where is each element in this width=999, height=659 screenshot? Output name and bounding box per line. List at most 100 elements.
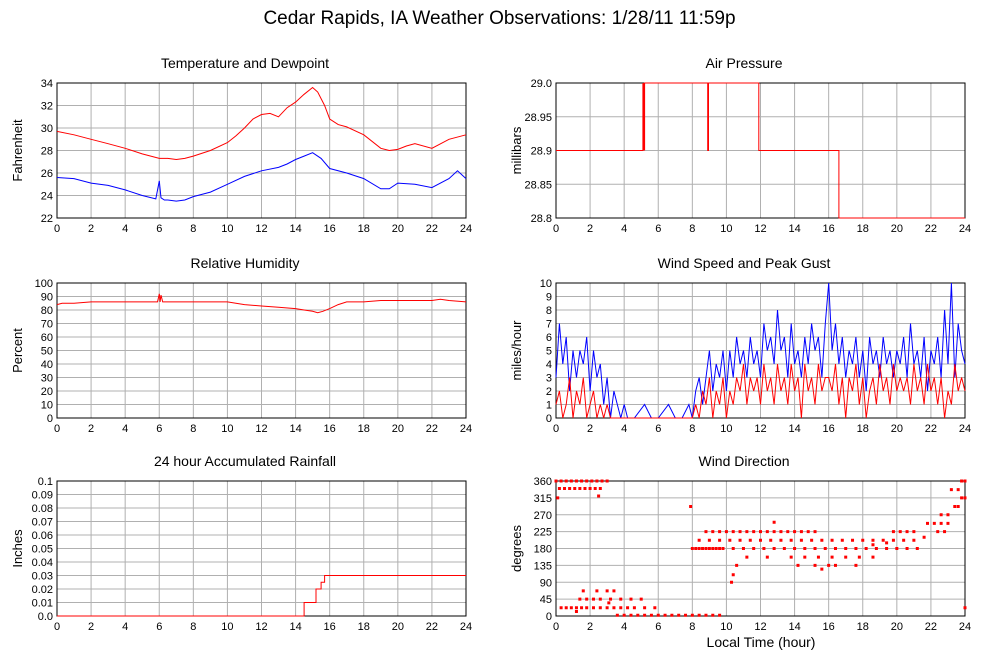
- x-tick-label: 16: [324, 621, 336, 633]
- data-point: [956, 488, 960, 492]
- data-point: [718, 530, 722, 534]
- plot-frame: [555, 282, 966, 419]
- data-point: [721, 547, 725, 550]
- x-tick-label: 16: [823, 223, 835, 235]
- y-tick-label: 90: [540, 577, 552, 589]
- data-point: [598, 597, 602, 601]
- y-axis-label: Fahrenheit: [10, 119, 25, 182]
- data-point: [731, 547, 735, 550]
- data-point: [598, 487, 602, 490]
- series-line: [56, 293, 467, 314]
- x-tick-label: 20: [891, 621, 903, 633]
- y-tick-label: 0.03: [32, 571, 53, 583]
- data-point: [752, 530, 756, 534]
- data-point: [697, 613, 701, 617]
- data-point: [636, 613, 640, 617]
- temperature-panel: Temperature and Dewpoint 0 2 4 6 8 10 12 14 16 18…: [0, 55, 490, 245]
- y-tick-label: 60: [41, 332, 53, 344]
- x-tick-label: 16: [823, 423, 835, 435]
- y-tick-label: 45: [540, 594, 552, 606]
- data-point: [643, 606, 647, 610]
- data-point: [960, 479, 964, 483]
- data-point: [793, 547, 797, 550]
- y-tick-label: 315: [534, 493, 552, 505]
- data-point: [581, 589, 585, 593]
- series-line: [56, 86, 467, 161]
- data-point: [946, 521, 950, 525]
- y-tick-label: 3: [546, 373, 552, 385]
- y-tick-label: 0.05: [32, 544, 53, 556]
- x-tick-label: 0: [54, 621, 60, 633]
- y-tick-label: 1: [546, 400, 552, 412]
- x-tick-label: 18: [857, 223, 869, 235]
- x-tick-label: 4: [621, 423, 627, 435]
- y-tick-label: 0.1: [38, 476, 53, 488]
- data-point: [619, 606, 623, 610]
- x-tick-label: 22: [426, 621, 438, 633]
- x-tick-label: 14: [289, 223, 301, 235]
- data-point: [670, 613, 674, 617]
- x-tick-label: 20: [891, 223, 903, 235]
- data-point: [663, 613, 667, 617]
- data-point: [711, 530, 715, 534]
- data-point: [556, 496, 560, 500]
- y-tick-label: 50: [41, 346, 53, 358]
- x-tick-label: 0: [553, 423, 559, 435]
- data-point: [765, 530, 769, 534]
- x-tick-label: 22: [426, 423, 438, 435]
- x-tick-label: 22: [925, 223, 937, 235]
- data-point: [578, 597, 582, 601]
- y-tick-label: 80: [41, 305, 53, 317]
- data-point: [803, 547, 807, 550]
- panel-title: Wind Speed and Peak Gust: [657, 255, 831, 271]
- series-line: [57, 575, 466, 617]
- y-axis-label: Percent: [10, 328, 25, 373]
- data-point: [569, 479, 573, 483]
- temperature-chart: 0 2 4 6 8 10 12 14 16 18 20 22 2422242628303234Fahre…: [10, 78, 472, 235]
- y-tick-label: 0.07: [32, 517, 53, 529]
- data-point: [949, 488, 953, 492]
- data-point: [639, 597, 643, 601]
- data-point: [588, 487, 592, 490]
- data-point: [782, 547, 786, 550]
- series-line: [556, 82, 965, 219]
- data-point: [738, 530, 742, 534]
- y-tick-label: 8: [546, 305, 552, 317]
- data-point: [585, 479, 589, 483]
- wind-speed-panel: Wind Speed and Peak Gust 0 2 4 6 8 10 12 14 16 18…: [499, 255, 989, 445]
- y-tick-label: 20: [41, 386, 53, 398]
- y-tick-label: 270: [534, 510, 552, 522]
- data-point: [851, 538, 855, 542]
- x-tick-label: 24: [460, 621, 472, 633]
- y-tick-label: 28.9: [531, 146, 552, 158]
- data-point: [607, 601, 611, 605]
- panel-title: Relative Humidity: [190, 255, 300, 271]
- data-point: [915, 547, 919, 550]
- data-point: [632, 606, 636, 610]
- panel-title: Temperature and Dewpoint: [160, 55, 330, 71]
- data-point: [745, 555, 749, 559]
- y-tick-label: 0.08: [32, 503, 53, 515]
- plot-frame: [555, 480, 966, 617]
- data-point: [615, 613, 619, 617]
- y-tick-label: 90: [41, 292, 53, 304]
- data-point: [844, 547, 848, 550]
- wind-direction-panel: Wind Direction 0 2 4 6 8 10 12 14 16 18 20 22 24 0 45 9…: [499, 453, 989, 643]
- x-tick-label: 8: [190, 223, 196, 235]
- y-tick-label: 135: [534, 560, 552, 572]
- y-tick-label: 2: [546, 386, 552, 398]
- data-point: [554, 479, 558, 483]
- data-point: [963, 479, 967, 483]
- x-tick-label: 16: [324, 223, 336, 235]
- data-point: [573, 487, 577, 490]
- y-tick-label: 0: [546, 611, 552, 623]
- data-point: [772, 530, 776, 534]
- data-point: [643, 613, 647, 617]
- data-point: [578, 487, 582, 490]
- x-tick-label: 12: [255, 223, 267, 235]
- data-point: [585, 606, 589, 610]
- y-tick-label: 180: [534, 544, 552, 556]
- data-point: [649, 613, 653, 617]
- x-tick-label: 8: [190, 423, 196, 435]
- data-point: [813, 547, 817, 550]
